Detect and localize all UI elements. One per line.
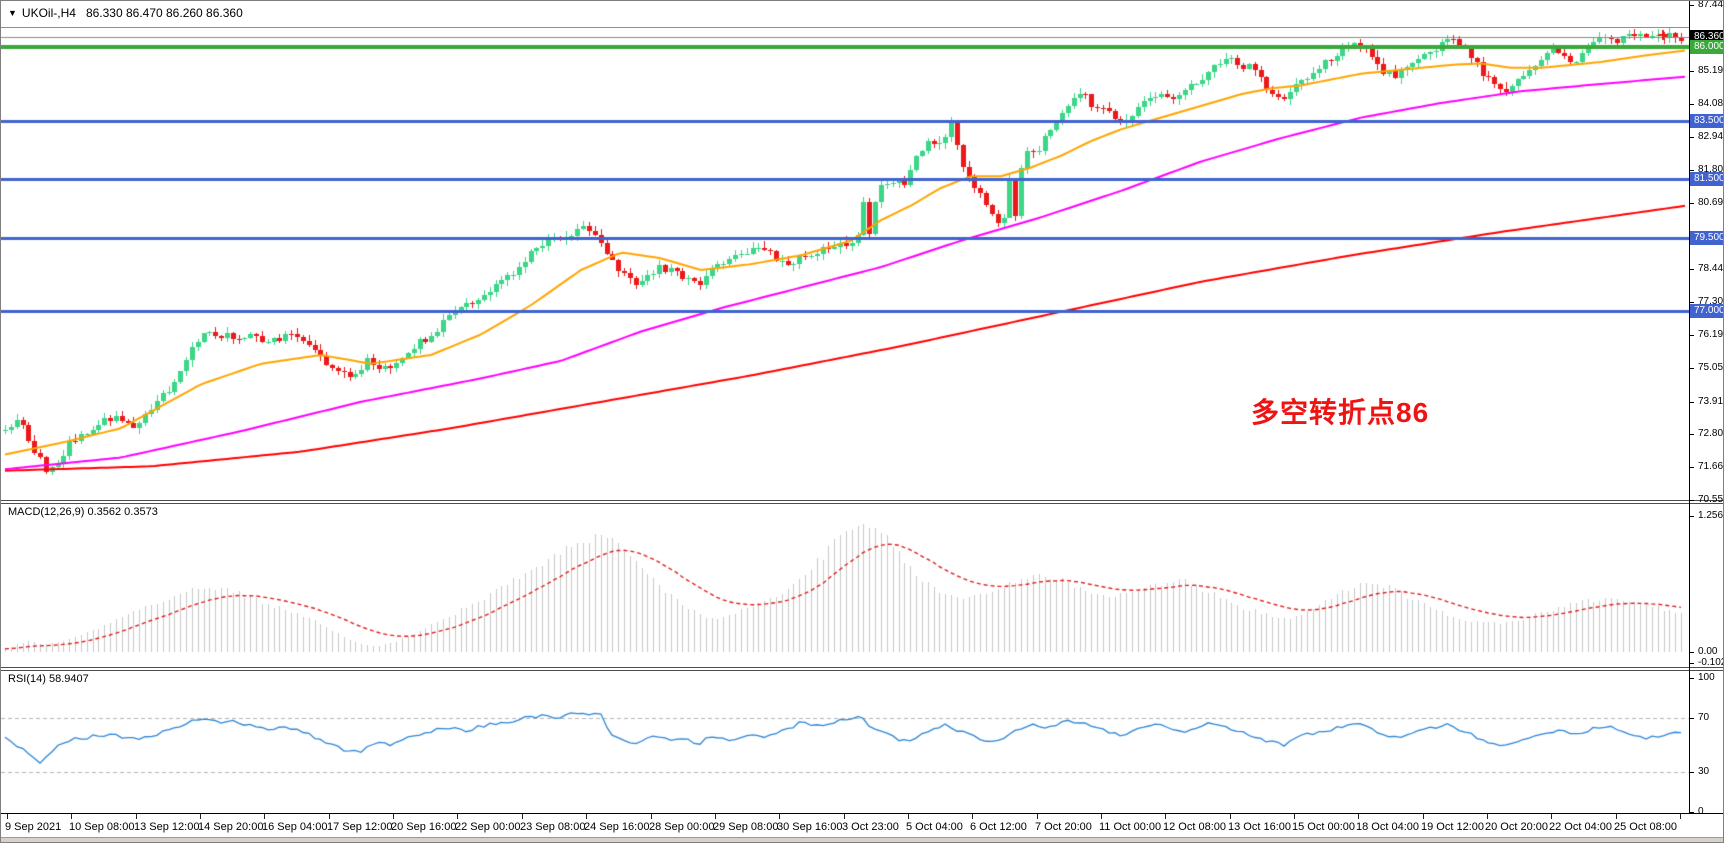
time-axis-label: 18 Oct 04:00 — [1356, 821, 1419, 833]
price-line-label: 86.000 — [1690, 40, 1723, 54]
price-axis-label: 85.190 — [1698, 65, 1724, 76]
macd-axis-label: 1.2562 — [1698, 510, 1724, 521]
header-divider — [1, 27, 1689, 28]
price-axis-label: 75.050 — [1698, 362, 1724, 373]
price-axis-label: 72.800 — [1698, 428, 1724, 439]
main-price-chart[interactable] — [1, 1, 1689, 500]
time-axis-tick — [972, 814, 973, 819]
time-axis-label: 7 Oct 20:00 — [1035, 821, 1092, 833]
time-axis-label: 22 Sep 00:00 — [455, 821, 521, 833]
time-axis-label: 22 Oct 04:00 — [1549, 821, 1612, 833]
annotation-text: 多空转折点86 — [1251, 397, 1430, 428]
time-axis-tick — [1616, 814, 1617, 819]
rsi-axis-label: 100 — [1698, 672, 1715, 683]
rsi-axis-label: 0 — [1698, 806, 1704, 817]
time-axis-label: 3 Oct 23:00 — [842, 821, 899, 833]
time-axis-tick — [1037, 814, 1038, 819]
time-axis-tick — [329, 814, 330, 819]
rsi-name: RSI(14) — [8, 673, 46, 685]
rsi-indicator-pane[interactable] — [1, 671, 1689, 813]
price-axis-label: 78.440 — [1698, 263, 1724, 274]
price-axis-label: 73.910 — [1698, 396, 1724, 407]
price-line-label: 79.500 — [1690, 231, 1723, 245]
time-axis-label: 10 Sep 08:00 — [69, 821, 135, 833]
ohlc-values: 86.330 86.470 86.260 86.360 — [85, 6, 243, 20]
time-axis-label: 20 Sep 16:00 — [391, 821, 457, 833]
time-axis-label: 23 Sep 08:00 — [520, 821, 586, 833]
price-axis-label: 84.080 — [1698, 98, 1724, 109]
time-axis-label: 5 Oct 04:00 — [906, 821, 963, 833]
macd-indicator-pane[interactable] — [1, 504, 1689, 667]
price-axis-label: 82.940 — [1698, 131, 1724, 142]
time-axis-label: 6 Oct 12:00 — [970, 821, 1027, 833]
price-axis-label: 87.440 — [1698, 0, 1724, 10]
time-axis-tick — [264, 814, 265, 819]
rsi-axis-label: 30 — [1698, 766, 1710, 777]
time-axis-label: 11 Oct 00:00 — [1099, 821, 1162, 833]
time-axis-tick — [1230, 814, 1231, 819]
time-axis-label: 20 Oct 20:00 — [1485, 821, 1548, 833]
time-axis-label: 29 Sep 08:00 — [713, 821, 779, 833]
time-axis-label: 14 Sep 20:00 — [198, 821, 264, 833]
pane-separator[interactable] — [1, 667, 1723, 671]
time-axis-label: 16 Sep 04:00 — [262, 821, 328, 833]
time-axis-tick — [1423, 814, 1424, 819]
time-axis-tick — [1165, 814, 1166, 819]
time-axis-tick — [457, 814, 458, 819]
symbol-dropdown-icon[interactable]: ▼ — [8, 8, 17, 18]
time-axis-label: 12 Oct 08:00 — [1163, 821, 1226, 833]
status-strip — [1, 837, 1723, 842]
macd-name: MACD(12,26,9) — [8, 506, 85, 518]
rsi-axis-label: 70 — [1698, 712, 1710, 723]
time-axis-label: 19 Oct 12:00 — [1421, 821, 1484, 833]
time-axis-label: 13 Sep 12:00 — [134, 821, 200, 833]
time-axis-tick — [908, 814, 909, 819]
time-axis-border — [1, 813, 1723, 814]
time-axis-tick — [1358, 814, 1359, 819]
time-axis-tick — [651, 814, 652, 819]
macd-axis-label: 0.00 — [1698, 646, 1718, 657]
chart-header: ▼ UKOil-,H4 86.330 86.470 86.260 86.360 — [8, 6, 243, 20]
time-axis-label: 28 Sep 00:00 — [649, 821, 715, 833]
rsi-label: RSI(14) 58.9407 — [8, 673, 89, 685]
macd-label: MACD(12,26,9) 0.3562 0.3573 — [8, 506, 158, 518]
time-axis-tick — [393, 814, 394, 819]
price-axis-label: 81.800 — [1698, 164, 1724, 175]
symbol-timeframe-label: UKOil-,H4 — [21, 6, 76, 20]
price-line-label: 81.500 — [1690, 172, 1723, 186]
time-axis-label: 30 Sep 16:00 — [777, 821, 843, 833]
time-axis-tick — [1551, 814, 1552, 819]
time-axis-label: 15 Oct 00:00 — [1292, 821, 1355, 833]
time-axis-tick — [522, 814, 523, 819]
price-line-label: 83.500 — [1690, 114, 1723, 128]
time-axis-tick — [1294, 814, 1295, 819]
pane-separator[interactable] — [1, 500, 1723, 504]
price-axis-label: 80.690 — [1698, 197, 1724, 208]
time-axis-label: 13 Oct 16:00 — [1228, 821, 1291, 833]
time-axis-label: 17 Sep 12:00 — [327, 821, 393, 833]
price-line-label: 86.360 — [1690, 30, 1723, 44]
price-axis-border — [1689, 1, 1690, 813]
price-line-label: 77.000 — [1690, 304, 1723, 318]
time-axis-tick — [7, 814, 8, 819]
time-axis-label: 25 Oct 08:00 — [1614, 821, 1677, 833]
time-axis-tick — [844, 814, 845, 819]
time-axis-tick — [1487, 814, 1488, 819]
time-axis-tick — [779, 814, 780, 819]
rsi-current-value: 58.9407 — [48, 673, 89, 685]
time-axis-tick — [200, 814, 201, 819]
time-axis-label: 9 Sep 2021 — [5, 821, 62, 833]
time-axis-tick — [71, 814, 72, 819]
price-axis-label: 76.190 — [1698, 329, 1724, 340]
macd-current-values: 0.3562 0.3573 — [87, 506, 158, 518]
time-axis-tick — [1680, 814, 1681, 819]
price-axis-label: 77.300 — [1698, 296, 1724, 307]
time-axis-tick — [586, 814, 587, 819]
time-axis-tick — [715, 814, 716, 819]
time-axis-tick — [1101, 814, 1102, 819]
price-axis-label: 71.660 — [1698, 461, 1724, 472]
time-axis-label: 24 Sep 16:00 — [584, 821, 650, 833]
time-axis-tick — [136, 814, 137, 819]
